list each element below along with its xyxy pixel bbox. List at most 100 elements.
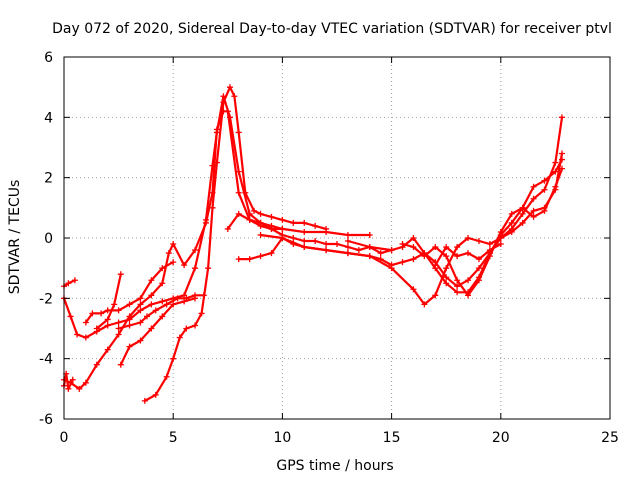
series-line (62, 95, 371, 339)
data-point (454, 289, 461, 296)
data-point (388, 247, 395, 254)
x-axis-label: GPS time / hours (276, 458, 393, 474)
data-point (235, 256, 242, 263)
y-tick-label: 0 (44, 231, 53, 247)
data-point (152, 391, 159, 398)
data-point (257, 219, 264, 226)
tick-marks (63, 56, 611, 420)
data-point (69, 376, 76, 383)
data-point (205, 265, 212, 272)
data-point (323, 241, 330, 248)
data-point (312, 238, 319, 245)
data-point (508, 210, 515, 217)
data-point (183, 295, 190, 302)
x-tick-label: 15 (383, 430, 401, 446)
data-point (443, 265, 450, 272)
series-line (226, 212, 393, 255)
data-point (432, 244, 439, 251)
data-point (220, 99, 227, 106)
data-point (475, 238, 482, 245)
data-point (93, 325, 100, 332)
x-tick-label: 0 (60, 430, 69, 446)
data-point (235, 189, 242, 196)
data-point (137, 307, 144, 314)
data-point (82, 379, 89, 386)
data-point (163, 373, 170, 380)
y-tick-label: 6 (44, 50, 53, 66)
data-point (159, 313, 166, 320)
data-point (301, 238, 308, 245)
data-point (552, 183, 559, 190)
data-point (432, 262, 439, 269)
data-point (443, 244, 450, 251)
series-line (84, 261, 175, 324)
data-point (115, 307, 122, 314)
data-point (312, 222, 319, 229)
data-point (558, 156, 565, 163)
data-point (552, 159, 559, 166)
data-point (558, 165, 565, 172)
y-tick-label: 2 (44, 171, 53, 187)
data-point (290, 235, 297, 241)
data-point (541, 177, 548, 184)
data-point (209, 204, 216, 211)
data-point (454, 277, 461, 284)
data-point (126, 301, 133, 308)
data-point (410, 235, 417, 241)
data-point (98, 310, 105, 317)
data-point (65, 280, 72, 287)
data-point (508, 219, 515, 226)
data-point (454, 244, 461, 251)
data-point (117, 361, 124, 368)
data-point (268, 250, 275, 257)
data-point (82, 334, 89, 341)
data-point (89, 310, 96, 317)
data-point (421, 253, 428, 260)
data-point (486, 241, 493, 248)
data-point (399, 259, 406, 266)
data-point (530, 207, 537, 214)
data-point (508, 228, 515, 235)
data-point (192, 247, 199, 254)
data-point (366, 244, 373, 251)
data-point (257, 253, 264, 260)
data-point (410, 286, 417, 293)
data-point (104, 322, 111, 329)
data-point (486, 253, 493, 260)
data-point (246, 256, 253, 263)
data-point (475, 277, 482, 284)
data-point (170, 241, 177, 248)
x-tick-label: 10 (273, 430, 291, 446)
data-point (399, 241, 406, 248)
series-line (95, 273, 122, 330)
data-point (104, 316, 111, 323)
data-point (174, 295, 181, 302)
data-point (279, 235, 286, 241)
data-point (344, 238, 351, 245)
data-point (279, 216, 286, 223)
data-point (497, 228, 504, 235)
data-point (530, 195, 537, 202)
series-line (259, 152, 564, 288)
y-tick-label: -6 (39, 412, 53, 428)
data-point (410, 244, 417, 251)
data-point (323, 225, 330, 232)
data-point (115, 319, 122, 326)
data-point (148, 301, 155, 308)
data-point (334, 241, 340, 248)
data-point (377, 256, 384, 263)
data-point (159, 298, 166, 305)
data-point (541, 186, 548, 193)
data-point (104, 346, 111, 353)
data-point (242, 189, 249, 196)
data-point (475, 265, 482, 272)
data-point (366, 253, 373, 260)
data-point (200, 292, 207, 299)
data-point (126, 313, 133, 320)
data-point (148, 292, 155, 299)
series-track-9 (115, 292, 207, 332)
series-track-8 (117, 295, 199, 368)
x-tick-label: 5 (169, 430, 178, 446)
data-point (465, 250, 472, 257)
